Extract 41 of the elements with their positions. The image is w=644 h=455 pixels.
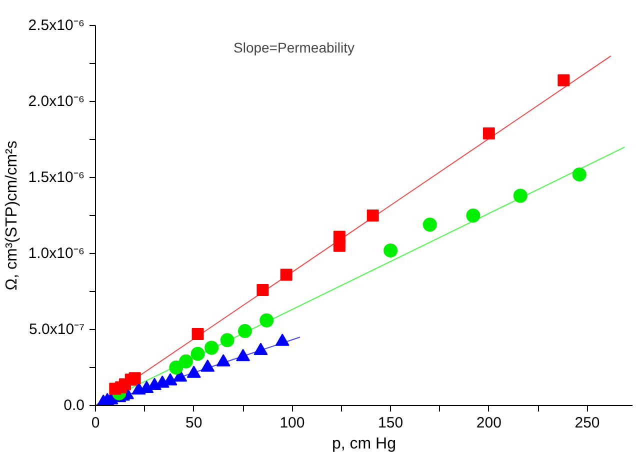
y-tick-label: 1.0x10⁻⁶ [28, 245, 85, 262]
point [192, 328, 204, 340]
point [260, 313, 274, 328]
y-tick-label: 0.0 [64, 397, 85, 414]
point [186, 366, 201, 378]
point [466, 208, 480, 222]
x-axis-title: p, cm Hg [332, 436, 396, 452]
y-tick-label: 2.0x10⁻⁶ [28, 93, 85, 110]
y-tick-label: 2.5x10⁻⁶ [28, 17, 85, 34]
y-tick-label: 1.5x10⁻⁶ [28, 169, 85, 186]
point [333, 230, 346, 243]
point [384, 243, 398, 258]
point [190, 346, 205, 361]
point [220, 333, 234, 348]
x-tick-label: 100 [280, 414, 305, 432]
point [482, 127, 495, 140]
x-tick-label: 200 [476, 414, 502, 432]
point [216, 354, 230, 366]
x-tick-label: 150 [378, 414, 404, 432]
point [238, 324, 252, 338]
point [275, 334, 290, 346]
point [366, 210, 379, 222]
point [178, 354, 193, 368]
point [513, 188, 528, 203]
point [236, 348, 250, 362]
point [422, 218, 437, 232]
point [169, 360, 184, 374]
point [200, 359, 215, 372]
point [204, 340, 219, 355]
point [128, 372, 141, 384]
x-tick-label: 50 [186, 414, 202, 432]
point [256, 284, 269, 296]
point [280, 268, 292, 281]
y-axis-title: Ω, cm³(STP)cm/cm²s [3, 140, 20, 290]
annotation: Slope=Permeability [233, 40, 355, 56]
x-tick-label: 0 [91, 414, 100, 432]
point [254, 342, 268, 356]
point [572, 167, 586, 182]
x-tick-label: 250 [574, 414, 600, 432]
point [558, 74, 570, 86]
y-tick-label: 5.0x10⁻⁷ [29, 321, 85, 338]
